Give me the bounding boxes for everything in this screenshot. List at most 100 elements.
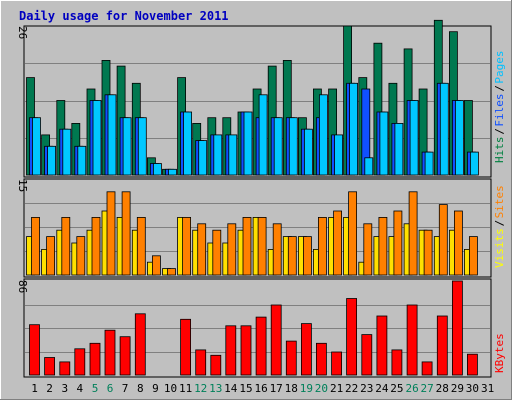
x-axis-labels: 1 2 3 4 5 6 7 8 9 10 11 12 13 14 15 16 17 18 19 20 21 22 23 24 2… — [31, 382, 494, 395]
bar-hits-pages-24 — [379, 111, 389, 176]
bar-visits-sites-22 — [348, 191, 358, 276]
x-label-day-1: 1 — [31, 382, 38, 395]
bar-hits-pages-5 — [92, 100, 102, 176]
panel-visits-ymax-label: 15 — [16, 179, 29, 192]
x-label-day-3: 3 — [61, 382, 68, 395]
x-label-day-10: 10 — [164, 382, 177, 395]
x-label-day-7: 7 — [122, 382, 129, 395]
bar-kbytes-kbytes-7 — [119, 336, 131, 376]
bar-visits-sites-26 — [408, 191, 418, 276]
bar-kbytes-kbytes-28 — [436, 315, 448, 376]
bar-kbytes-kbytes-3 — [59, 361, 71, 376]
bar-kbytes-kbytes-27 — [421, 361, 433, 376]
legend-visits-sites: Sites — [493, 185, 506, 218]
bar-kbytes-kbytes-18 — [285, 340, 297, 376]
x-label-day-27: 27 — [420, 382, 433, 395]
bar-hits-pages-8 — [137, 117, 147, 176]
bar-visits-sites-24 — [378, 216, 388, 276]
bar-hits-pages-25 — [394, 123, 404, 176]
x-label-day-30: 30 — [466, 382, 479, 395]
bar-kbytes-kbytes-17 — [270, 304, 282, 376]
panel-kbytes-ymax-label: 86 — [16, 280, 29, 293]
bar-kbytes-kbytes-4 — [74, 348, 86, 376]
bar-hits-pages-15 — [243, 111, 253, 176]
legend-kbytes-kbytes: KBytes — [493, 333, 506, 373]
bar-hits-pages-12 — [198, 140, 208, 176]
x-label-day-22: 22 — [345, 382, 358, 395]
bar-kbytes-kbytes-19 — [300, 323, 312, 376]
x-label-day-23: 23 — [360, 382, 373, 395]
x-label-day-17: 17 — [270, 382, 283, 395]
x-label-day-29: 29 — [451, 382, 464, 395]
bar-visits-sites-11 — [182, 216, 192, 276]
bar-visits-sites-28 — [438, 204, 448, 276]
bar-kbytes-kbytes-22 — [346, 298, 358, 376]
bar-visits-sites-3 — [61, 216, 71, 276]
bar-hits-pages-9 — [152, 163, 162, 176]
bar-kbytes-kbytes-15 — [240, 325, 252, 376]
bar-visits-sites-7 — [121, 191, 131, 276]
bar-hits-pages-26 — [409, 100, 419, 176]
x-label-day-15: 15 — [239, 382, 252, 395]
bar-kbytes-kbytes-1 — [29, 324, 40, 376]
bar-kbytes-kbytes-26 — [406, 304, 418, 376]
legend-hits-files: Files — [493, 93, 506, 126]
legend-hits-pages: Pages — [493, 50, 506, 83]
x-label-day-4: 4 — [76, 382, 83, 395]
bar-visits-sites-12 — [197, 223, 207, 276]
bar-hits-pages-19 — [303, 128, 313, 176]
bar-kbytes-kbytes-21 — [331, 351, 343, 376]
bar-visits-sites-29 — [453, 210, 463, 276]
legend-hits-hits: Hits — [493, 137, 506, 164]
x-label-day-16: 16 — [254, 382, 267, 395]
bar-hits-pages-30 — [469, 151, 479, 176]
x-label-day-2: 2 — [46, 382, 53, 395]
x-label-day-9: 9 — [152, 382, 159, 395]
bar-hits-pages-11 — [183, 111, 193, 176]
bar-visits-sites-8 — [136, 216, 146, 276]
bar-visits-sites-30 — [468, 236, 478, 276]
bar-hits-pages-1 — [32, 117, 41, 176]
legend-separator: / — [493, 220, 506, 227]
x-label-day-20: 20 — [315, 382, 328, 395]
x-label-day-19: 19 — [300, 382, 313, 395]
bar-kbytes-kbytes-12 — [195, 349, 207, 376]
bar-hits-pages-7 — [122, 117, 132, 176]
bar-hits-pages-20 — [318, 94, 328, 176]
x-label-day-14: 14 — [224, 382, 238, 395]
bar-kbytes-kbytes-14 — [225, 325, 237, 376]
bar-hits-pages-23 — [364, 157, 374, 176]
bar-visits-sites-1 — [31, 216, 40, 276]
x-label-day-12: 12 — [194, 382, 207, 395]
bar-hits-pages-10 — [168, 168, 177, 176]
bar-hits-pages-4 — [77, 145, 87, 176]
bars — [26, 19, 479, 376]
chart-title: Daily usage for November 2011 — [19, 9, 229, 23]
legend-separator: / — [493, 85, 506, 92]
bar-visits-sites-2 — [46, 236, 55, 276]
x-label-day-6: 6 — [107, 382, 114, 395]
bar-kbytes-kbytes-25 — [391, 349, 403, 376]
bar-visits-sites-19 — [302, 236, 312, 276]
bar-kbytes-kbytes-13 — [210, 354, 222, 376]
bar-hits-pages-21 — [334, 134, 344, 176]
bar-hits-pages-29 — [454, 100, 464, 176]
bar-kbytes-kbytes-2 — [44, 357, 55, 376]
x-label-day-5: 5 — [92, 382, 99, 395]
x-label-day-8: 8 — [137, 382, 144, 395]
bar-kbytes-kbytes-20 — [315, 342, 327, 376]
x-label-day-26: 26 — [405, 382, 418, 395]
bar-kbytes-kbytes-8 — [134, 313, 146, 376]
bar-kbytes-kbytes-23 — [361, 334, 373, 376]
bar-visits-sites-13 — [212, 229, 222, 276]
bar-visits-sites-15 — [242, 216, 252, 276]
bar-hits-pages-13 — [213, 134, 223, 176]
x-label-day-24: 24 — [375, 382, 389, 395]
bar-visits-sites-27 — [423, 229, 433, 276]
x-label-day-21: 21 — [330, 382, 343, 395]
bar-hits-pages-2 — [47, 145, 56, 176]
x-label-day-28: 28 — [436, 382, 449, 395]
bar-visits-sites-21 — [333, 210, 343, 276]
bar-kbytes-kbytes-6 — [104, 329, 116, 376]
